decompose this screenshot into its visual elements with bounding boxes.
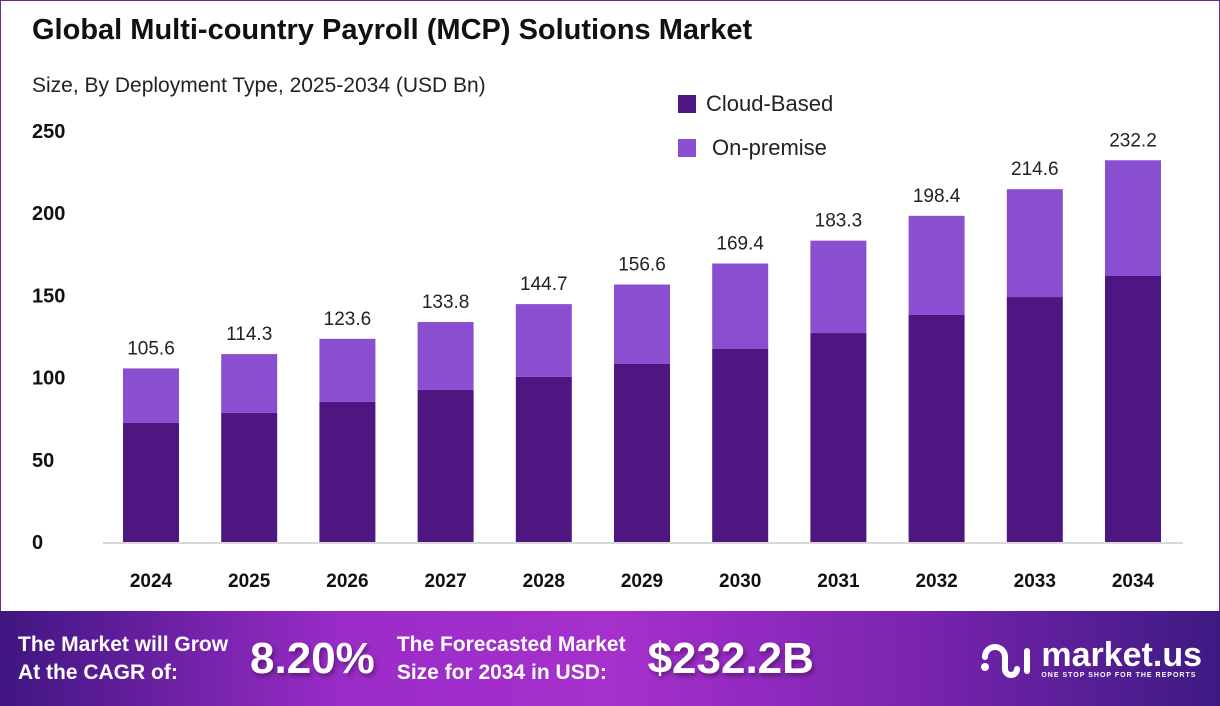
bar-cloud-based-2028 [515,376,572,542]
bar-cloud-based-2033 [1006,297,1063,542]
legend-label: On-premise [712,135,827,160]
bar-cloud-based-2034 [1105,276,1161,542]
x-tick-label: 2028 [523,571,565,592]
y-tick-label: 0 [32,532,43,554]
chart-subtitle: Size, By Deployment Type, 2025-2034 (USD… [32,74,486,97]
bar-cloud-based-2031 [810,333,867,542]
forecast-label-line: Size for 2034 in USD: [396,660,607,684]
data-label-total: 232.2 [1109,130,1157,151]
x-tick-label: 2025 [228,571,271,592]
y-tick-label: 250 [32,121,65,143]
x-tick-label: 2027 [424,571,466,592]
legend-label: Cloud-Based [706,91,834,116]
bar-on-premise-2026 [319,338,376,402]
x-tick-label: 2030 [719,571,761,592]
x-tick-label: 2029 [621,571,663,592]
cagr-label-line: The Market will Grow [18,632,229,656]
data-label-total: 156.6 [618,255,666,276]
x-tick-label: 2031 [817,571,860,592]
bar-on-premise-2027 [417,322,474,390]
bar-cloud-based-2029 [614,363,670,542]
bar-cloud-based-2025 [221,412,278,542]
bar-on-premise-2030 [712,263,769,349]
bar-cloud-based-2027 [417,389,474,542]
x-tick-label: 2032 [915,571,957,592]
x-tick-label: 2034 [1112,571,1155,592]
bar-cloud-based-2030 [712,348,769,542]
bar-on-premise-2033 [1006,189,1063,298]
y-tick-label: 200 [32,203,65,225]
legend-item-onpremise: On-premise [678,126,833,170]
data-label-total: 144.7 [520,274,568,295]
bar-chart: 0 50 100 150 200 250 105.6 2024 114.3 2025 123.6 20… [32,121,1183,592]
logo-name: market.us [1041,636,1202,674]
bar-on-premise-2028 [515,304,572,377]
bar-on-premise-2034 [1105,160,1161,277]
bar-cloud-based-2026 [319,401,376,542]
forecast-label: The Forecasted Market Size for 2034 in US… [397,631,626,687]
y-tick-label: 50 [32,450,54,472]
data-label-total: 214.6 [1011,159,1059,180]
forecast-label-line: The Forecasted Market [396,632,626,656]
bar-on-premise-2032 [908,215,965,315]
data-label-total: 114.3 [226,324,272,345]
bar-on-premise-2029 [614,284,670,364]
bar-on-premise-2024 [123,368,179,423]
data-label-total: 169.4 [716,234,764,255]
data-label-total: 183.3 [815,211,863,232]
x-tick-label: 2026 [326,571,368,592]
y-tick-label: 150 [32,285,65,307]
x-tick-label: 2033 [1014,571,1056,592]
data-label-total: 123.6 [324,309,372,330]
forecast-value: $232.2B [647,633,814,683]
market-us-logo: market.us ONE STOP SHOP FOR THE REPORTS [979,638,1202,679]
legend-swatch-onpremise [678,139,696,157]
cagr-value: 8.20% [250,633,375,683]
bar-cloud-based-2032 [908,314,965,542]
y-tick-label: 100 [32,368,65,390]
summary-banner: The Market will Grow At the CAGR of: 8.20… [0,611,1220,706]
bar-on-premise-2031 [810,240,867,334]
x-tick-label: 2024 [130,571,173,592]
logo-icon [981,643,1031,678]
cagr-label-line: At the CAGR of: [18,660,178,684]
legend-swatch-cloud [678,95,696,113]
logo-tagline: ONE STOP SHOP FOR THE REPORTS [1041,672,1197,679]
chart-title: Global Multi-country Payroll (MCP) Solut… [32,14,753,46]
data-label-total: 105.6 [127,338,175,359]
data-label-total: 198.4 [913,186,961,207]
bar-cloud-based-2024 [123,422,179,542]
legend-item-cloud: Cloud-Based [678,82,833,126]
legend: Cloud-Based On-premise [678,82,833,170]
data-label-total: 133.8 [422,292,470,313]
bar-on-premise-2025 [221,354,278,413]
cagr-label: The Market will Grow At the CAGR of: [18,631,228,687]
